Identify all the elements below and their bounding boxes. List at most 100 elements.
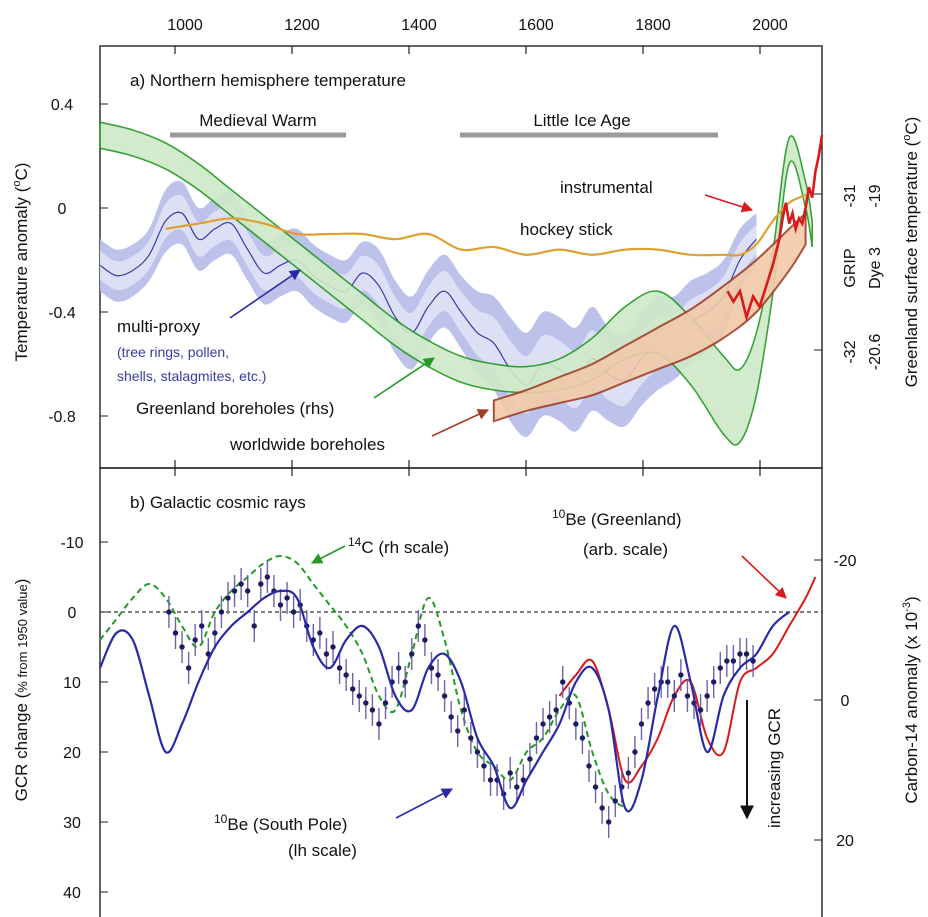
gcr-data-point	[251, 623, 257, 629]
annotation-hockey-stick: hockey stick	[520, 220, 613, 239]
gcr-data-point	[533, 735, 540, 741]
gcr-data-point	[573, 721, 579, 727]
annotation-instrumental: instrumental	[560, 178, 653, 197]
gcr-data-point	[277, 602, 284, 608]
panel-a-plot-area	[99, 121, 824, 446]
gcr-data-point	[212, 630, 218, 636]
gcr-data-point	[737, 651, 743, 657]
gcr-data-point	[238, 581, 244, 587]
gcr-data-point	[192, 637, 198, 643]
gcr-data-point	[376, 721, 382, 727]
gcr-data-point	[546, 714, 553, 720]
panel-b-title: b) Galactic cosmic rays	[130, 493, 306, 512]
gcr-data-point	[605, 819, 612, 825]
y2-tick-label: 20	[836, 833, 854, 850]
gcr-data-point	[455, 728, 461, 734]
gcr-data-point	[441, 693, 448, 699]
panel-a-y-axis-label: Temperature anomaly (oC)	[11, 163, 31, 362]
c14-line	[99, 554, 626, 809]
gcr-data-point	[711, 679, 717, 685]
gcr-data-point	[540, 721, 546, 727]
panel-b-y-axis: -10 0 10 20 30 40	[60, 535, 108, 902]
gcr-data-point	[448, 714, 454, 720]
y-tick-label: 20	[63, 745, 81, 762]
gcr-data-point	[172, 630, 179, 636]
gcr-data-point	[724, 658, 730, 664]
annotation-multi-proxy-detail: (tree rings, pollen,	[117, 344, 229, 360]
top-x-axis: 1000 1200 1400 1600 1800 2000	[167, 17, 788, 34]
gcr-data-point	[422, 637, 428, 643]
period-label: Medieval Warm	[199, 111, 316, 130]
gcr-data-point	[231, 588, 238, 594]
gcr-data-point	[704, 693, 710, 699]
gcr-data-point	[435, 672, 441, 678]
gcr-data-point	[356, 693, 362, 699]
gcr-data-point	[599, 805, 605, 811]
gcr-data-point	[290, 609, 297, 615]
gcr-data-point	[330, 644, 336, 650]
x-tick-label: 1400	[401, 17, 437, 34]
gcr-data-point	[244, 588, 251, 594]
gcr-data-point	[730, 658, 737, 664]
gcr-data-point	[684, 693, 691, 699]
gcr-data-point	[225, 595, 231, 601]
y2-tick-label: -20	[833, 553, 856, 570]
increasing-gcr-label: increasing GCR	[765, 708, 784, 828]
grip-axis-label: GRIP	[842, 248, 859, 287]
gcr-data-point	[638, 721, 645, 727]
dye3-tick-label: -19	[867, 184, 884, 207]
gcr-data-point	[651, 686, 658, 692]
gcr-data-point	[586, 763, 592, 769]
gcr-data-point	[553, 707, 559, 713]
gcr-data-point	[350, 686, 356, 692]
gcr-data-point	[592, 784, 599, 790]
gcr-data-point	[343, 672, 349, 678]
gcr-data-point	[166, 609, 172, 615]
gcr-data-point	[717, 665, 723, 671]
panel-b-y2-axis-label: Carbon-14 anomaly (x 10-3)	[901, 596, 921, 803]
panel-a-title: a) Northern hemisphere temperature	[130, 71, 406, 90]
gcr-data-point	[382, 700, 389, 706]
panel-b: -10 0 10 20 30 40 GCR change (% from 195…	[12, 467, 921, 917]
x-tick-label: 1800	[635, 17, 671, 34]
y-tick-label: 30	[63, 815, 81, 832]
panel-b-plot-area	[98, 554, 822, 838]
x-tick-label: 2000	[752, 17, 788, 34]
x-tick-label: 1200	[284, 17, 320, 34]
annotation-be10-greenland-scale: (arb. scale)	[583, 540, 668, 559]
y-tick-label: -0.4	[48, 305, 76, 322]
annotation-c14: 14C (rh scale)	[348, 535, 449, 557]
gcr-data-point	[474, 749, 481, 755]
annotation-be10-south-pole-scale: (lh scale)	[288, 841, 357, 860]
panel-a-y-axis: 0.4 0 -0.4 -0.8	[48, 97, 108, 426]
gcr-data-point	[336, 665, 343, 671]
gcr-data-point	[264, 574, 271, 580]
panel-a-y2-axis: -31 GRIP -32 -19 Dye 3 -20.6 Greenland s…	[814, 117, 921, 387]
gcr-data-point	[179, 644, 185, 650]
gcr-data-point	[514, 784, 520, 790]
y-tick-label: 0.4	[51, 97, 73, 114]
gcr-data-point	[284, 595, 290, 601]
gcr-data-point	[671, 693, 678, 699]
gcr-data-point	[323, 651, 330, 657]
y-tick-label: 0	[68, 605, 77, 622]
annotation-multi-proxy: multi-proxy	[117, 317, 201, 336]
gcr-data-point	[579, 735, 586, 741]
panel-b-y2-axis: -20 0 20 Carbon-14 anomaly (x 10-3)	[814, 553, 921, 850]
panel-a-x-ticks	[174, 46, 761, 468]
grip-tick-label: -32	[842, 340, 859, 363]
gcr-data-point	[258, 581, 264, 587]
gcr-data-point	[645, 700, 651, 706]
hockey-stick-line	[165, 193, 807, 257]
gcr-data-point	[317, 630, 323, 636]
be10-south-pole-line	[98, 589, 790, 813]
gcr-data-point	[697, 707, 704, 713]
annotation-worldwide-boreholes: worldwide boreholes	[229, 435, 385, 454]
gcr-data-point	[481, 763, 487, 769]
gcr-data-point	[395, 665, 402, 671]
panel-b-x-ticks	[174, 468, 761, 476]
period-label: Little Ice Age	[533, 111, 630, 130]
gcr-data-point	[402, 679, 408, 685]
gcr-data-point	[363, 700, 369, 706]
